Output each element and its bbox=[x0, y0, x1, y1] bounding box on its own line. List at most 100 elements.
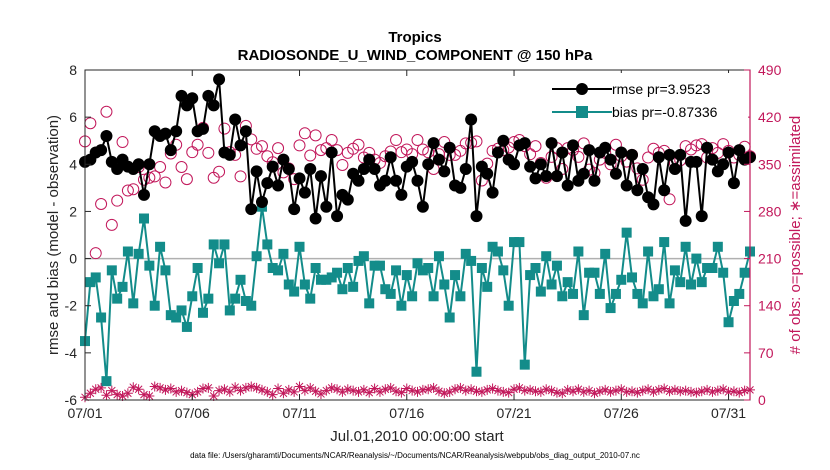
obs-possible-point bbox=[95, 198, 108, 211]
obs-assimilated-point bbox=[240, 382, 251, 393]
obs-possible-point bbox=[234, 170, 247, 183]
bias-point bbox=[106, 265, 117, 276]
bias-point bbox=[396, 300, 407, 311]
bias-point bbox=[224, 305, 235, 316]
bias-point bbox=[133, 248, 144, 259]
obs-assimilated-point bbox=[101, 390, 112, 401]
bias-point bbox=[514, 237, 525, 248]
obs-assimilated-point bbox=[289, 386, 300, 397]
obs-assimilated-point bbox=[155, 382, 166, 393]
obs-assimilated-point bbox=[573, 384, 584, 395]
rmse-point bbox=[390, 174, 403, 187]
obs-assimilated-point bbox=[380, 384, 391, 395]
bias-point bbox=[562, 277, 573, 288]
rmse-point bbox=[631, 184, 644, 197]
bias-point bbox=[315, 274, 326, 285]
bias-point bbox=[476, 263, 487, 273]
rmse-point bbox=[234, 139, 247, 152]
obs-assimilated-point bbox=[348, 385, 359, 396]
bias-point bbox=[374, 260, 385, 271]
obs-possible-point bbox=[180, 173, 193, 186]
bias-point bbox=[364, 298, 375, 309]
y-tick-label-right: 0 bbox=[758, 392, 766, 408]
rmse-point bbox=[577, 167, 590, 180]
rmse-point bbox=[438, 165, 451, 178]
rmse-point bbox=[706, 153, 719, 166]
x-tick-label: 07/01 bbox=[67, 405, 102, 421]
obs-assimilated-point bbox=[621, 386, 632, 397]
obs-assimilated-point bbox=[503, 387, 514, 398]
x-axis-label: Jul.01,2010 00:00:00 start bbox=[330, 428, 504, 445]
obs-assimilated-point bbox=[423, 384, 434, 395]
obs-assimilated-point bbox=[696, 386, 707, 397]
obs-possible-point bbox=[213, 165, 226, 178]
obs-possible-point bbox=[352, 138, 365, 151]
obs-assimilated-point bbox=[85, 388, 96, 399]
obs-assimilated-point bbox=[723, 386, 734, 397]
bias-point bbox=[401, 270, 412, 281]
bias-point bbox=[326, 272, 337, 283]
bias-point bbox=[262, 239, 273, 250]
obs-assimilated-point bbox=[165, 383, 176, 394]
rmse-point bbox=[352, 174, 365, 187]
rmse-point bbox=[454, 181, 467, 194]
obs-assimilated-point bbox=[128, 382, 139, 393]
rmse-point bbox=[588, 174, 601, 187]
bias-point bbox=[251, 251, 262, 262]
bias-point bbox=[734, 288, 745, 299]
obs-possible-point bbox=[336, 158, 349, 171]
obs-assimilated-point bbox=[246, 381, 257, 392]
obs-possible-point bbox=[325, 134, 338, 147]
obs-possible-point bbox=[137, 173, 150, 186]
bias-point bbox=[525, 270, 536, 281]
obs-possible-point bbox=[272, 142, 285, 155]
bias-point bbox=[669, 265, 680, 276]
bias-point bbox=[653, 284, 664, 295]
obs-assimilated-point bbox=[208, 390, 219, 401]
bias-point bbox=[305, 293, 316, 304]
rmse-point bbox=[636, 163, 649, 175]
bias-point bbox=[283, 279, 294, 290]
bias-point bbox=[718, 267, 729, 278]
bias-point bbox=[600, 248, 611, 259]
rmse-point bbox=[508, 158, 521, 171]
obs-assimilated-point bbox=[594, 386, 605, 397]
obs-assimilated-point bbox=[433, 386, 444, 397]
obs-assimilated-point bbox=[600, 384, 611, 395]
rmse-point bbox=[679, 214, 692, 227]
rmse-point bbox=[717, 158, 730, 171]
bias-point bbox=[235, 274, 246, 285]
bias-point bbox=[155, 241, 166, 252]
bias-point bbox=[589, 267, 600, 278]
rmse-point bbox=[518, 137, 531, 150]
obs-possible-point bbox=[255, 140, 268, 153]
obs-assimilated-point bbox=[546, 385, 557, 396]
bias-point bbox=[578, 310, 589, 321]
bias-point bbox=[299, 279, 310, 290]
bias-point bbox=[433, 251, 444, 262]
obs-assimilated-point bbox=[278, 388, 289, 399]
data-file-note: data file: /Users/gharamti/Documents/NCA… bbox=[190, 451, 640, 460]
x-tick-label: 07/31 bbox=[711, 405, 746, 421]
bias-point bbox=[348, 281, 359, 292]
obs-possible-point bbox=[411, 134, 424, 147]
obs-assimilated-point bbox=[262, 386, 273, 397]
bias-point bbox=[680, 241, 691, 252]
bias-point bbox=[138, 213, 149, 224]
bias-point bbox=[208, 239, 219, 250]
rmse-point bbox=[470, 210, 483, 223]
rmse-point bbox=[239, 125, 252, 138]
bias-point bbox=[385, 288, 396, 299]
bias-point bbox=[219, 239, 230, 250]
rmse-point bbox=[561, 179, 574, 192]
bias-point bbox=[605, 303, 616, 314]
bias-point bbox=[160, 265, 171, 276]
obs-assimilated-point bbox=[299, 385, 310, 396]
obs-assimilated-point bbox=[160, 384, 171, 395]
bias-point bbox=[621, 227, 632, 238]
rmse-point bbox=[411, 174, 424, 187]
obs-assimilated-point bbox=[702, 384, 713, 395]
y-tick-label: 6 bbox=[69, 109, 77, 125]
bias-point bbox=[584, 267, 595, 278]
